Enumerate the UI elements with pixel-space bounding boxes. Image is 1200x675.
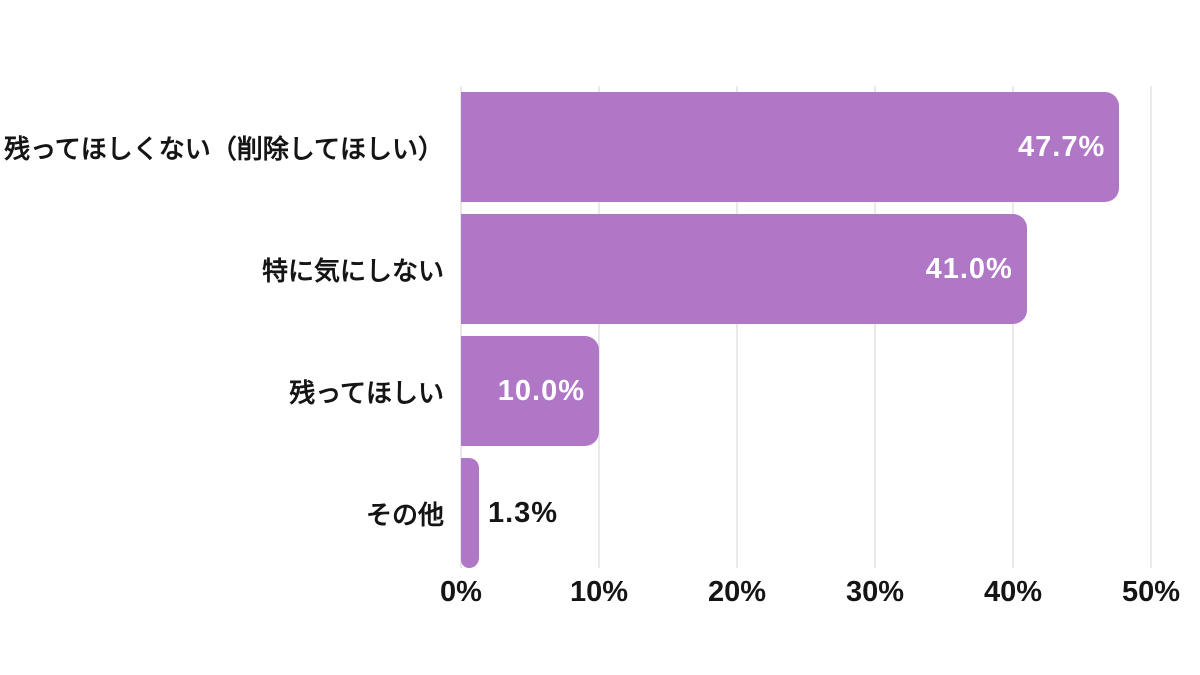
gridline-0 <box>460 86 462 568</box>
x-tick-label: 50% <box>1121 576 1181 608</box>
bar-value-label: 1.3% <box>487 496 559 529</box>
bar: 47.7% <box>461 92 1120 202</box>
x-tick-label: 20% <box>707 576 767 608</box>
bar-value-label: 10.0% <box>497 374 585 407</box>
gridline-10 <box>598 86 600 568</box>
category-label: 特に気にしない <box>261 255 444 286</box>
bar: 41.0% <box>461 214 1027 324</box>
bar-row: 47.7% <box>461 92 1151 202</box>
bar-row: 10.0% <box>461 336 1151 446</box>
bar-value-label: 41.0% <box>925 252 1013 285</box>
bar: 10.0% <box>461 336 599 446</box>
category-label: 残ってほしくない（削除してほしい） <box>4 133 444 164</box>
gridline-30 <box>874 86 876 568</box>
gridline-20 <box>736 86 738 568</box>
x-tick-label: 40% <box>983 576 1043 608</box>
gridline-50 <box>1150 86 1152 568</box>
x-tick-label: 10% <box>569 576 629 608</box>
category-label: その他 <box>365 499 444 530</box>
category-labels: 残ってほしくない（削除してほしい） 特に気にしない 残ってほしい その他 <box>0 86 444 568</box>
category-label: 残ってほしい <box>289 377 444 408</box>
x-axis: 0% 10% 20% 30% 40% 50% <box>440 576 1180 612</box>
bar-row: 41.0% <box>461 214 1151 324</box>
bar-value-label: 47.7% <box>1018 130 1106 163</box>
bar-row: 1.3% <box>461 458 1151 568</box>
gridline-40 <box>1012 86 1014 568</box>
x-tick-label: 30% <box>845 576 905 608</box>
bar: 1.3% <box>461 458 557 568</box>
plot-area: 47.7% 41.0% 10.0% 1.3% <box>460 86 1152 568</box>
x-tick-label: 0% <box>440 576 482 608</box>
